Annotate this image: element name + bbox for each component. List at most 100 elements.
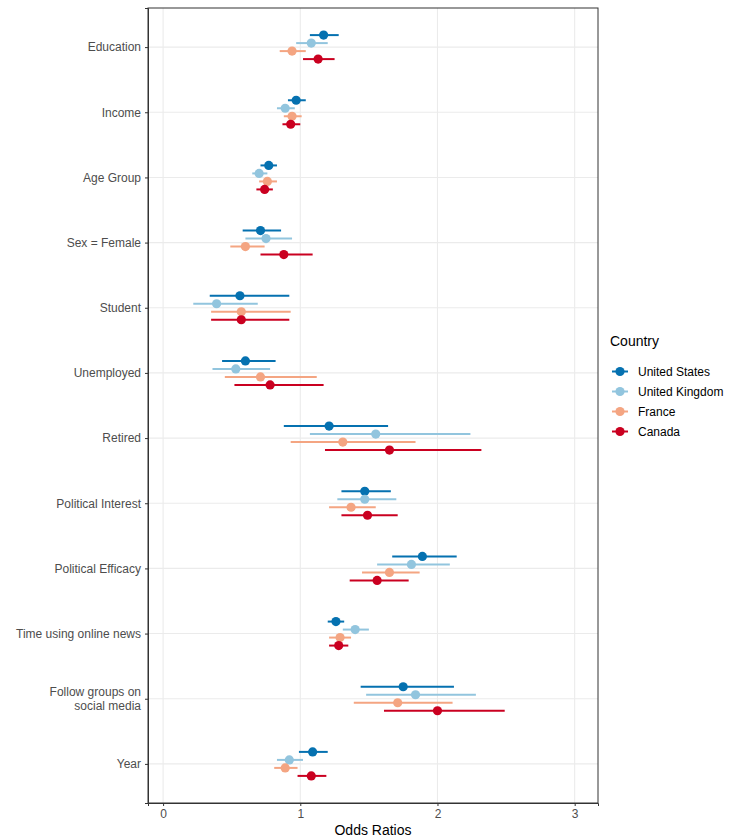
legend-key-point (615, 367, 624, 376)
error-bar (211, 319, 289, 321)
x-tick-label: 1 (297, 807, 304, 821)
y-tick-mark (145, 373, 148, 374)
point (292, 96, 301, 105)
y-tick-label: Income (102, 106, 142, 120)
error-bar (212, 368, 270, 370)
y-tick-label: Political Efficacy (55, 562, 141, 576)
y-tick-label: Sex = Female (67, 236, 142, 250)
grid-line-x (437, 8, 438, 803)
y-tick: Education (88, 40, 148, 54)
chart: 0 1 2 3 Education Income Age Group Sex = Female… (0, 0, 750, 839)
x-tick: 1 (297, 803, 304, 821)
point (281, 763, 290, 772)
plot: 0 1 2 3 Education Income Age Group Sex = Female… (16, 8, 598, 821)
point (212, 299, 221, 308)
x-axis-line (149, 804, 599, 807)
y-tick-mark (145, 47, 148, 48)
error-bar (193, 303, 257, 305)
legend-label: United Kingdom (638, 385, 723, 399)
grid-line-x (300, 8, 301, 803)
y-tick: Year (117, 757, 148, 771)
point (287, 112, 296, 121)
grid-line-y (148, 633, 598, 634)
y-tick-mark (145, 438, 148, 439)
y-tick-label: Age Group (83, 171, 141, 185)
series (211, 46, 452, 772)
error-bar (310, 433, 471, 435)
y-tick-mark (145, 177, 148, 178)
y-tick-label: Political Interest (56, 497, 141, 511)
point (308, 747, 317, 756)
legend-entry: United States (612, 365, 710, 379)
x-tick-label: 3 (572, 807, 579, 821)
y-tick-label-line: Age Group (83, 171, 141, 185)
series (211, 54, 505, 780)
y-tick-label-line: Education (88, 40, 141, 54)
x-axis-title: Odds Ratios (334, 822, 411, 838)
y-tick-mark (145, 112, 148, 113)
error-bar (325, 449, 481, 451)
grid-line-y (148, 763, 598, 764)
y-tick-mark (145, 503, 148, 504)
point (286, 120, 295, 129)
legend-label: United States (638, 365, 710, 379)
point (314, 54, 323, 63)
point (266, 380, 275, 389)
y-tick-label-line: Retired (102, 431, 141, 445)
grid-line-y (148, 372, 598, 373)
point (407, 560, 416, 569)
y-axis: Education Income Age Group Sex = Female Stud… (16, 9, 148, 804)
grid-line-x (574, 8, 575, 803)
marks (193, 30, 504, 780)
point (360, 495, 369, 504)
y-tick-label: Time using online news (16, 627, 141, 641)
point (255, 169, 264, 178)
legend-key-point (615, 427, 624, 436)
grid-line-y (148, 698, 598, 699)
y-tick-label: Retired (102, 431, 141, 445)
legend-label: Canada (638, 425, 680, 439)
x-axis: 0 1 2 3 (149, 803, 599, 821)
point (279, 250, 288, 259)
y-tick-label-line: Political Interest (56, 497, 141, 511)
grid (148, 8, 598, 803)
grid-line-y (148, 568, 598, 569)
x-tick: 2 (435, 803, 442, 821)
point (338, 437, 347, 446)
series (193, 38, 476, 764)
legend-key-point (615, 407, 624, 416)
y-tick: Age Group (83, 171, 148, 185)
y-tick-label-line: social media (74, 699, 141, 713)
point (393, 698, 402, 707)
point (260, 185, 269, 194)
x-tick: 0 (160, 803, 167, 821)
grid-line-y (148, 503, 598, 504)
point (307, 38, 316, 47)
point (237, 307, 246, 316)
y-tick: Income (102, 106, 148, 120)
legend-title: Country (610, 333, 659, 349)
panel-background (148, 8, 598, 803)
point (264, 161, 273, 170)
y-tick-mark (145, 308, 148, 309)
point (418, 552, 427, 561)
legend-key-point (615, 387, 624, 396)
y-tick-mark (145, 568, 148, 569)
y-tick-label-line: Student (100, 301, 142, 315)
point (235, 291, 244, 300)
legend-entry: United Kingdom (612, 385, 723, 399)
panel-border (148, 8, 598, 803)
legend: Country United States United Kingdom France… (610, 333, 723, 439)
point (256, 372, 265, 381)
x-tick: 3 (572, 803, 579, 821)
legend-label: France (638, 405, 676, 419)
y-tick: Political Interest (56, 497, 148, 511)
point (411, 690, 420, 699)
y-axis-line (145, 9, 149, 804)
y-tick: Retired (102, 431, 148, 445)
error-bar (354, 702, 453, 704)
y-tick-label: Follow groups onsocial media (50, 685, 142, 713)
y-tick-label: Student (100, 301, 142, 315)
point (433, 706, 442, 715)
point (324, 421, 333, 430)
